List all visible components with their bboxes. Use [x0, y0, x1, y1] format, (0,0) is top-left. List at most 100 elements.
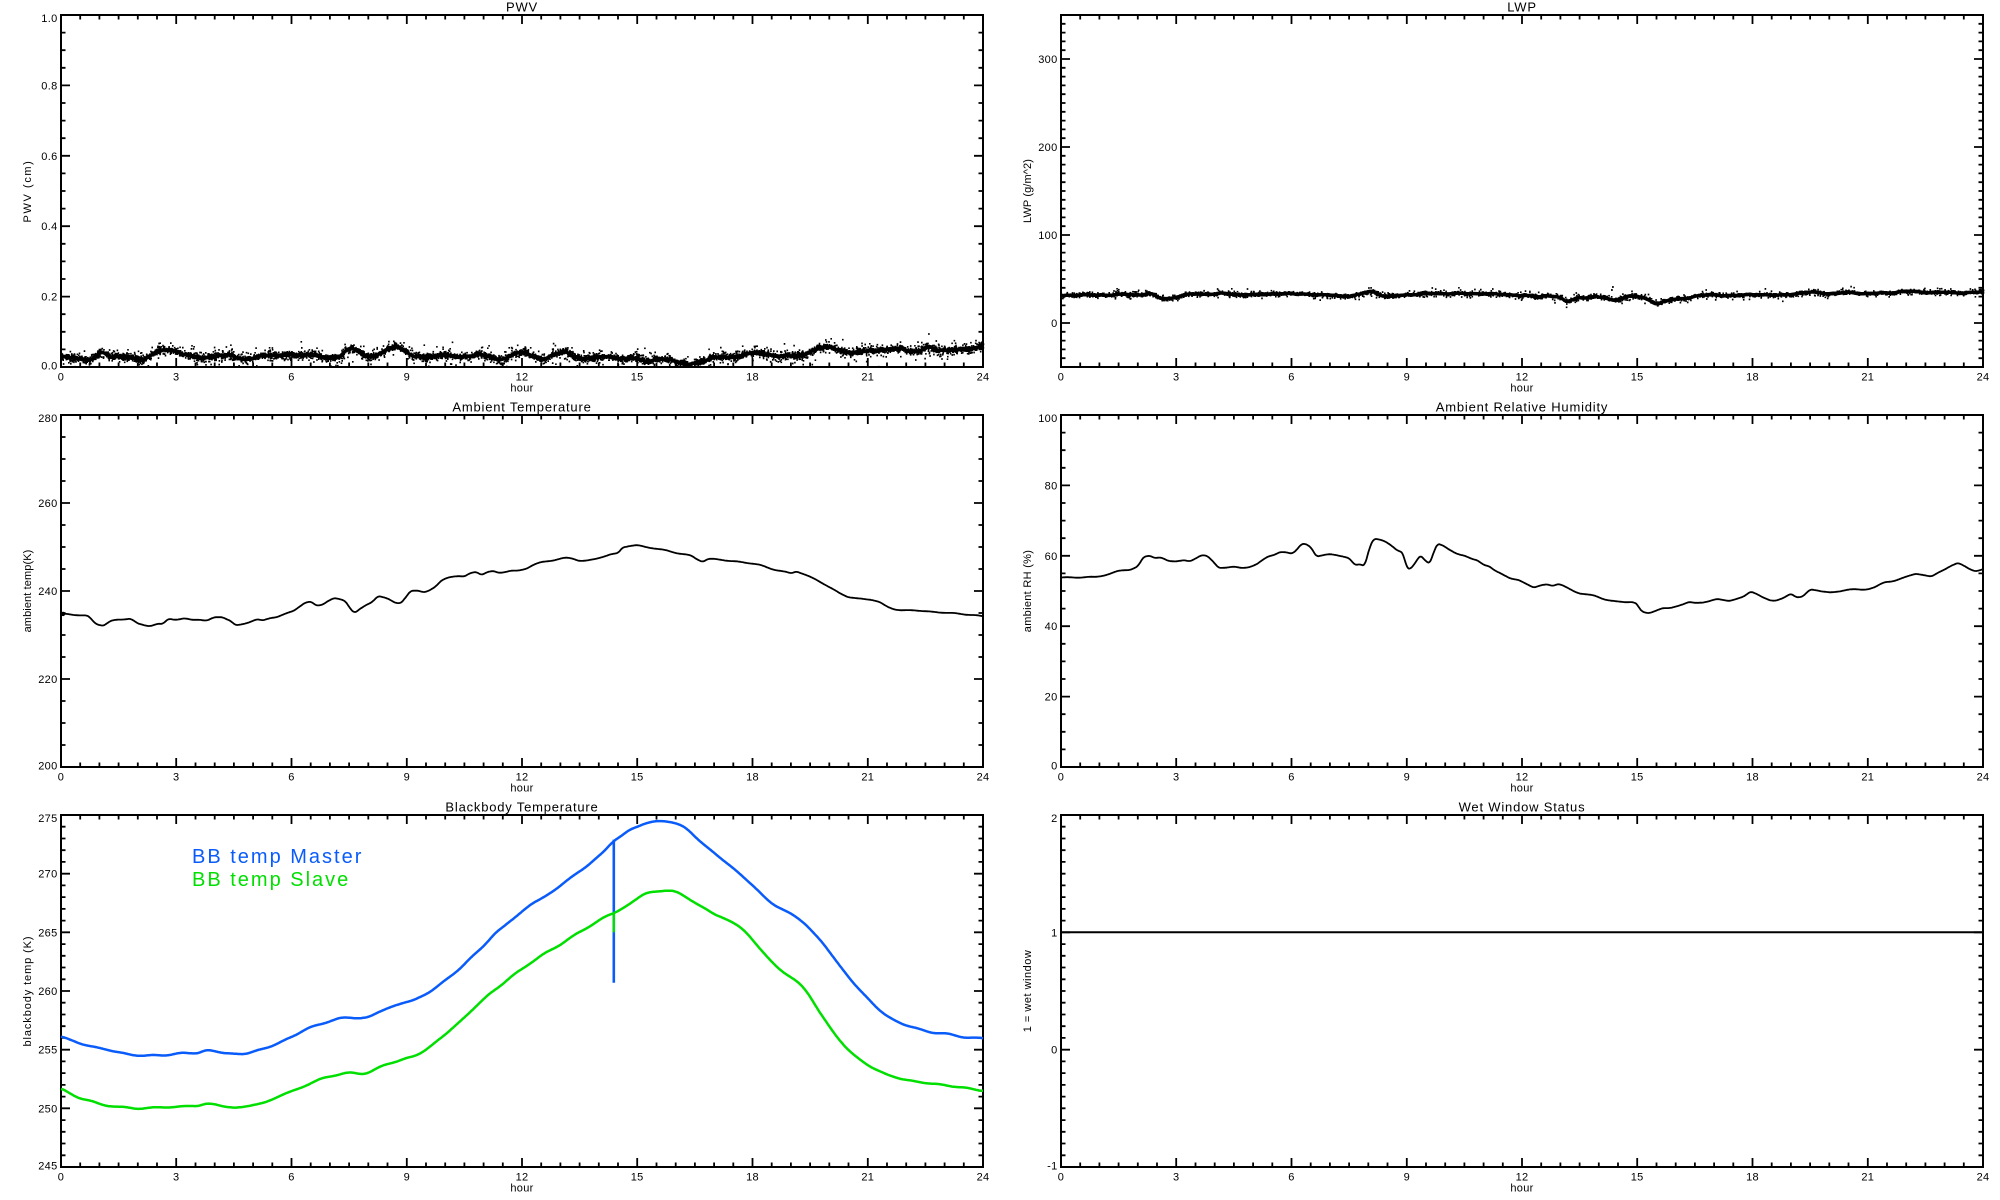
svg-text:Wet Window Status: Wet Window Status — [1459, 800, 1586, 815]
svg-text:80: 80 — [1045, 480, 1058, 492]
svg-text:280: 280 — [38, 413, 57, 425]
svg-text:1: 1 — [1051, 927, 1057, 939]
svg-text:220: 220 — [38, 674, 57, 686]
svg-text:21: 21 — [1861, 1172, 1874, 1184]
svg-text:200: 200 — [1038, 142, 1057, 154]
svg-text:0: 0 — [58, 372, 64, 384]
svg-text:18: 18 — [1746, 1172, 1759, 1184]
svg-text:hour: hour — [1510, 383, 1533, 395]
svg-text:15: 15 — [631, 372, 644, 384]
svg-text:24: 24 — [1977, 1172, 1990, 1184]
svg-text:ambient RH (%): ambient RH (%) — [1022, 550, 1034, 632]
svg-text:1.0: 1.0 — [41, 13, 57, 25]
svg-text:3: 3 — [173, 372, 179, 384]
svg-text:240: 240 — [38, 586, 57, 598]
svg-text:24: 24 — [977, 372, 990, 384]
svg-text:15: 15 — [631, 772, 644, 784]
svg-text:6: 6 — [288, 1172, 294, 1184]
svg-text:18: 18 — [1746, 772, 1759, 784]
svg-text:2: 2 — [1051, 813, 1057, 825]
svg-text:0.6: 0.6 — [41, 151, 57, 163]
svg-text:0: 0 — [58, 1172, 64, 1184]
svg-text:12: 12 — [1516, 1172, 1529, 1184]
svg-text:15: 15 — [1631, 1172, 1644, 1184]
svg-text:18: 18 — [746, 1172, 759, 1184]
svg-text:0.4: 0.4 — [41, 221, 57, 233]
svg-text:3: 3 — [1173, 372, 1179, 384]
svg-text:Ambient Temperature: Ambient Temperature — [452, 400, 591, 415]
svg-text:3: 3 — [1173, 1172, 1179, 1184]
svg-text:ambient temp(K): ambient temp(K) — [22, 550, 34, 633]
svg-text:260: 260 — [38, 986, 57, 998]
svg-text:21: 21 — [1861, 372, 1874, 384]
svg-text:0: 0 — [1051, 761, 1057, 773]
svg-text:9: 9 — [404, 772, 410, 784]
svg-text:300: 300 — [1038, 54, 1057, 66]
svg-text:24: 24 — [977, 1172, 990, 1184]
svg-text:21: 21 — [861, 372, 874, 384]
svg-text:-1: -1 — [1047, 1161, 1057, 1173]
svg-text:1 = wet window: 1 = wet window — [1022, 950, 1034, 1033]
svg-text:0: 0 — [1058, 1172, 1064, 1184]
svg-text:LWP (g/m^2): LWP (g/m^2) — [1022, 159, 1034, 223]
svg-text:265: 265 — [38, 927, 57, 939]
svg-text:15: 15 — [631, 1172, 644, 1184]
svg-text:6: 6 — [1288, 772, 1294, 784]
svg-text:100: 100 — [1038, 230, 1057, 242]
svg-text:hour: hour — [1510, 783, 1533, 795]
svg-text:PWV: PWV — [506, 0, 538, 15]
svg-text:6: 6 — [1288, 372, 1294, 384]
svg-text:3: 3 — [173, 1172, 179, 1184]
svg-text:Ambient Relative Humidity: Ambient Relative Humidity — [1436, 400, 1608, 415]
svg-text:Blackbody Temperature: Blackbody Temperature — [445, 800, 598, 815]
svg-text:12: 12 — [516, 772, 529, 784]
svg-text:24: 24 — [1977, 772, 1990, 784]
svg-text:6: 6 — [1288, 1172, 1294, 1184]
svg-text:3: 3 — [173, 772, 179, 784]
svg-text:18: 18 — [746, 772, 759, 784]
svg-text:9: 9 — [404, 372, 410, 384]
svg-text:24: 24 — [1977, 372, 1990, 384]
svg-text:blackbody temp (K): blackbody temp (K) — [22, 936, 34, 1047]
svg-text:12: 12 — [1516, 372, 1529, 384]
svg-text:6: 6 — [288, 372, 294, 384]
svg-text:12: 12 — [1516, 772, 1529, 784]
svg-text:15: 15 — [1631, 372, 1644, 384]
svg-text:9: 9 — [1404, 772, 1410, 784]
svg-text:LWP: LWP — [1507, 0, 1537, 15]
svg-text:BB temp Master: BB temp Master — [192, 846, 363, 868]
svg-text:21: 21 — [861, 1172, 874, 1184]
svg-text:24: 24 — [977, 772, 990, 784]
svg-text:12: 12 — [516, 372, 529, 384]
svg-text:275: 275 — [38, 813, 57, 825]
svg-text:250: 250 — [38, 1103, 57, 1115]
svg-text:9: 9 — [1404, 372, 1410, 384]
svg-text:0: 0 — [1058, 372, 1064, 384]
svg-text:0: 0 — [1051, 318, 1057, 330]
svg-text:BB temp Slave: BB temp Slave — [192, 869, 350, 891]
svg-text:21: 21 — [861, 772, 874, 784]
svg-text:15: 15 — [1631, 772, 1644, 784]
svg-text:hour: hour — [510, 383, 533, 395]
svg-text:18: 18 — [1746, 372, 1759, 384]
svg-text:21: 21 — [1861, 772, 1874, 784]
svg-text:6: 6 — [288, 772, 294, 784]
svg-text:9: 9 — [404, 1172, 410, 1184]
svg-text:hour: hour — [510, 1183, 533, 1195]
svg-text:0: 0 — [58, 772, 64, 784]
svg-text:hour: hour — [1510, 1183, 1533, 1195]
svg-text:40: 40 — [1045, 621, 1058, 633]
svg-text:200: 200 — [38, 761, 57, 773]
svg-text:20: 20 — [1045, 692, 1058, 704]
svg-text:100: 100 — [1038, 413, 1057, 425]
svg-text:60: 60 — [1045, 551, 1058, 563]
svg-text:0.8: 0.8 — [41, 80, 57, 92]
svg-text:0.2: 0.2 — [41, 292, 57, 304]
svg-text:245: 245 — [38, 1161, 57, 1173]
svg-text:18: 18 — [746, 372, 759, 384]
svg-text:255: 255 — [38, 1045, 57, 1057]
svg-text:0: 0 — [1051, 1045, 1057, 1057]
svg-text:0.0: 0.0 — [41, 361, 57, 373]
svg-text:12: 12 — [516, 1172, 529, 1184]
svg-text:9: 9 — [1404, 1172, 1410, 1184]
